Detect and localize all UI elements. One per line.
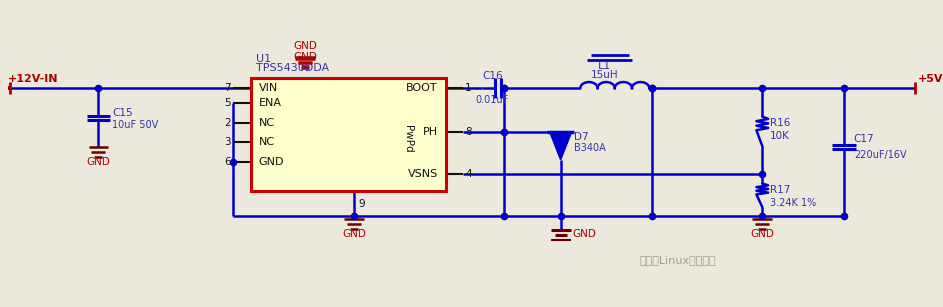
Text: 5: 5 <box>224 98 231 108</box>
Text: VIN: VIN <box>258 83 278 93</box>
Text: PH: PH <box>422 127 438 137</box>
Text: 3.24K 1%: 3.24K 1% <box>770 198 817 208</box>
Text: C16: C16 <box>482 71 503 81</box>
Text: GND: GND <box>751 229 774 239</box>
Text: TPS5430DDA: TPS5430DDA <box>256 64 329 73</box>
Text: GND: GND <box>87 157 110 167</box>
Text: B340A: B340A <box>574 143 606 153</box>
Text: 3: 3 <box>224 137 231 147</box>
Text: +5V: +5V <box>918 74 943 84</box>
Text: GND: GND <box>342 229 366 239</box>
Text: 6: 6 <box>224 157 231 167</box>
Bar <box>251 78 446 191</box>
Text: BOOT: BOOT <box>406 83 438 93</box>
Text: GND: GND <box>258 157 284 167</box>
Text: 9: 9 <box>358 199 365 209</box>
Text: GND: GND <box>572 229 596 239</box>
Text: GND: GND <box>293 41 317 51</box>
Text: +12V-IN: +12V-IN <box>8 74 58 84</box>
Text: 8: 8 <box>465 127 472 137</box>
Text: PwPd: PwPd <box>404 126 413 153</box>
Text: 1: 1 <box>465 83 472 93</box>
Text: R17: R17 <box>770 185 790 195</box>
Text: 15uH: 15uH <box>591 70 619 80</box>
Text: 0.01uF: 0.01uF <box>475 95 508 105</box>
Text: VSNS: VSNS <box>407 169 438 179</box>
Text: C17: C17 <box>853 134 874 144</box>
Text: NC: NC <box>258 118 274 127</box>
Text: 2: 2 <box>224 118 231 127</box>
Text: 4: 4 <box>465 169 472 179</box>
Text: NC: NC <box>258 137 274 147</box>
Text: ENA: ENA <box>258 98 282 108</box>
Text: GND: GND <box>293 52 317 62</box>
Text: 220uF/16V: 220uF/16V <box>853 150 906 160</box>
Text: 嵌入式Linux系统开发: 嵌入式Linux系统开发 <box>639 255 716 265</box>
Text: 7: 7 <box>224 83 231 93</box>
Text: U1: U1 <box>256 54 271 64</box>
Polygon shape <box>550 132 571 160</box>
Text: D7: D7 <box>574 132 589 142</box>
Text: R16: R16 <box>770 119 790 129</box>
Text: L1: L1 <box>598 61 612 72</box>
Text: 10K: 10K <box>770 131 790 141</box>
Text: 10uF 50V: 10uF 50V <box>112 120 158 130</box>
Text: C15: C15 <box>112 108 133 118</box>
